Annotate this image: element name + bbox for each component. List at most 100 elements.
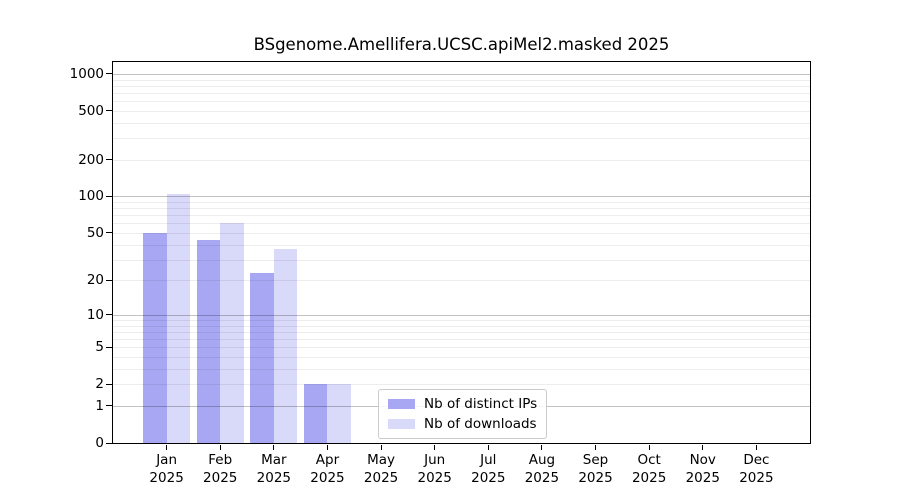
x-tick-label-line: Aug <box>528 452 556 468</box>
minor-gridline <box>113 223 810 225</box>
minor-gridline <box>113 259 810 261</box>
minor-gridline <box>113 368 810 370</box>
x-tick-label: Aug 2025 <box>497 452 587 487</box>
minor-gridline <box>113 325 810 327</box>
y-tick-label: 100 <box>78 188 104 205</box>
y-tick-label: 2 <box>95 376 104 393</box>
x-tick-label: Nov 2025 <box>658 452 748 487</box>
minor-gridline <box>113 319 810 321</box>
bar-jan-series1 <box>166 194 191 443</box>
x-tick-label-line: Jul <box>480 452 497 468</box>
distinct-ips-swatch <box>388 399 415 409</box>
minor-gridline <box>113 202 810 203</box>
y-tick-label: 1 <box>95 397 104 414</box>
x-tick-label: Jan 2025 <box>122 452 212 487</box>
x-tick-mark <box>755 445 757 450</box>
minor-gridline <box>113 280 810 282</box>
minor-gridline <box>113 79 810 81</box>
major-gridline <box>113 314 810 316</box>
bar-feb-series0 <box>196 239 221 443</box>
bar-mar-series1 <box>273 248 298 443</box>
x-tick-label: Jul 2025 <box>443 452 533 487</box>
y-tick-mark <box>106 383 112 385</box>
chart-title: BSgenome.Amellifera.UCSC.apiMel2.masked … <box>253 35 670 54</box>
y-tick-mark <box>106 346 112 348</box>
x-tick-mark <box>219 445 221 450</box>
x-tick-label-line: Jun <box>424 452 446 468</box>
plot-area: Nb of distinct IPs Nb of downloads <box>112 61 811 444</box>
legend-item-downloads: Nb of downloads <box>388 414 537 434</box>
x-tick-label-line: 2025 <box>524 469 560 486</box>
x-tick-label-line: 2025 <box>631 469 667 486</box>
x-tick-label-line: Jan <box>156 452 178 468</box>
y-tick-mark <box>106 73 112 75</box>
x-tick-mark <box>541 445 543 450</box>
minor-gridline <box>113 347 810 349</box>
minor-gridline <box>113 339 810 341</box>
minor-gridline <box>113 138 810 140</box>
x-tick-mark <box>434 445 436 450</box>
x-tick-mark <box>326 445 328 450</box>
minor-gridline <box>113 232 810 234</box>
x-tick-label-line: May <box>367 452 396 468</box>
x-tick-label-line: 2025 <box>149 469 184 486</box>
x-tick-mark <box>648 445 650 450</box>
x-tick-mark <box>273 445 275 450</box>
x-tick-mark <box>166 445 168 450</box>
x-tick-label-line: Nov <box>689 452 716 468</box>
minor-gridline <box>113 357 810 359</box>
bar-apr-series0 <box>304 384 328 443</box>
y-tick-mark <box>106 159 112 161</box>
x-tick-label: Mar 2025 <box>229 452 319 487</box>
y-tick-label: 20 <box>86 272 104 289</box>
bar-jan-series0 <box>143 232 167 443</box>
bar-feb-series1 <box>220 222 244 443</box>
bar-apr-series1 <box>327 384 351 443</box>
y-tick-label: 500 <box>78 102 104 119</box>
legend-label-distinct-ips: Nb of distinct IPs <box>424 396 538 412</box>
x-tick-label-line: 2025 <box>578 469 613 486</box>
x-tick-label-line: 2025 <box>310 469 345 486</box>
y-tick-label: 1000 <box>69 65 104 82</box>
x-tick-label: May 2025 <box>336 452 426 487</box>
minor-gridline <box>113 85 810 87</box>
major-gridline <box>113 196 810 198</box>
y-tick-mark <box>106 195 112 197</box>
y-tick-mark <box>106 442 112 444</box>
x-tick-label-line: 2025 <box>363 469 399 486</box>
y-tick-label: 0 <box>95 435 104 451</box>
x-tick-label: Apr 2025 <box>282 452 372 487</box>
y-tick-mark <box>106 314 112 316</box>
x-tick-label-line: Oct <box>637 452 661 468</box>
y-tick-mark <box>106 405 112 407</box>
y-tick-mark <box>106 279 112 281</box>
x-tick-label-line: 2025 <box>203 469 238 486</box>
y-tick-label: 200 <box>78 151 104 168</box>
minor-gridline <box>113 215 810 217</box>
minor-gridline <box>113 384 810 386</box>
minor-gridline <box>113 110 810 112</box>
minor-gridline <box>113 331 810 333</box>
x-tick-label-line: 2025 <box>256 469 292 486</box>
x-tick-label: Dec 2025 <box>711 452 801 487</box>
x-tick-label: Sep 2025 <box>551 452 641 487</box>
y-tick-mark <box>106 110 112 112</box>
y-tick-label: 5 <box>95 339 104 356</box>
minor-gridline <box>113 92 810 94</box>
legend-item-distinct-ips: Nb of distinct IPs <box>388 394 537 414</box>
bar-mar-series0 <box>250 273 274 443</box>
x-tick-mark <box>487 445 489 450</box>
x-tick-mark <box>380 445 382 450</box>
x-tick-label-line: Sep <box>582 452 609 468</box>
downloads-swatch <box>388 419 415 429</box>
x-tick-label-line: 2025 <box>739 469 774 486</box>
minor-gridline <box>113 122 810 124</box>
minor-gridline <box>113 101 810 103</box>
legend-label-downloads: Nb of downloads <box>424 416 537 432</box>
x-tick-label-line: Mar <box>261 452 287 468</box>
y-tick-mark <box>106 232 112 234</box>
x-tick-label-line: Feb <box>208 452 233 468</box>
x-tick-label-line: Dec <box>743 452 770 468</box>
minor-gridline <box>113 159 810 161</box>
